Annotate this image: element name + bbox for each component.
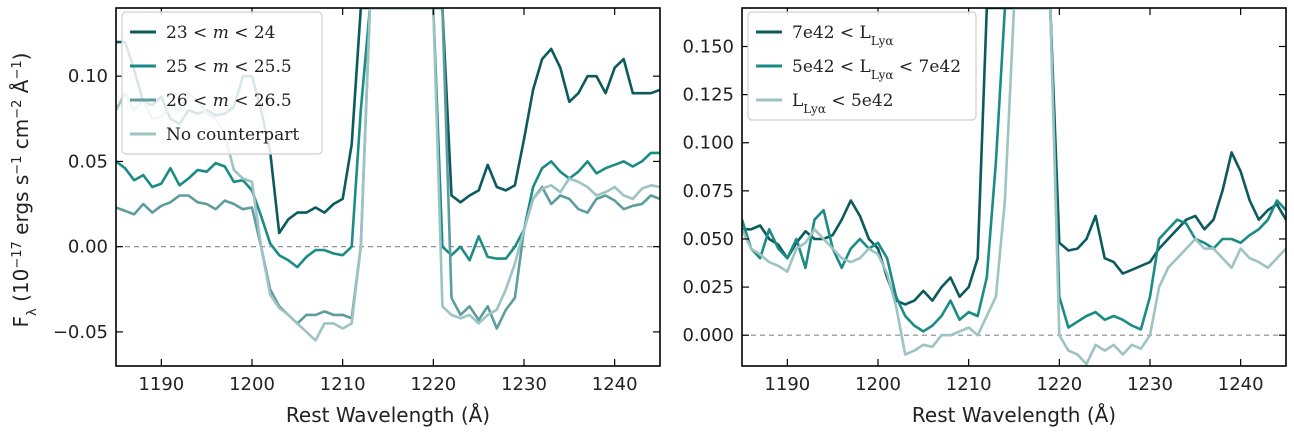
legend-entry: 26 < m < 26.5 xyxy=(166,91,292,111)
x-axis-label: Rest Wavelength (Å) xyxy=(286,403,490,427)
x-tick-label: 1240 xyxy=(1218,374,1264,395)
y-axis-label: Fλ (10−17 ergs s−1 cm−2 Å−1) xyxy=(9,53,40,328)
left-panel: 1190 1200 1210 1220 1230 1240 −0.05 0.00 0.05 0.1… xyxy=(53,7,661,427)
x-tick-label: 1190 xyxy=(138,374,184,395)
series-line-1 xyxy=(116,8,660,269)
legend xyxy=(747,11,977,121)
y-tick-label: 0.075 xyxy=(682,181,734,202)
legend-entry: LLyα < 5e42 xyxy=(792,91,894,116)
series-line-0 xyxy=(742,8,1286,306)
y-tick-label: 0.00 xyxy=(68,237,108,258)
legend-entry: 23 < m < 24 xyxy=(166,23,276,43)
x-tick-label: 1230 xyxy=(1127,374,1173,395)
x-tick-label: 1190 xyxy=(764,374,810,395)
y-tick-label: 0.025 xyxy=(682,277,734,298)
legend-entry: 5e42 < LLyα < 7e42 xyxy=(792,57,961,82)
y-tick-label: 0.05 xyxy=(68,151,108,172)
legend xyxy=(121,11,323,155)
right-panel: 1190 1200 1210 1220 1230 1240 0.000 0.025 0.050 0… xyxy=(682,7,1287,427)
x-axis-label: Rest Wavelength (Å) xyxy=(912,403,1116,427)
series-line-1 xyxy=(742,8,1286,333)
y-tick-label: 0.10 xyxy=(68,66,108,87)
x-tick-label: 1200 xyxy=(229,374,275,395)
x-tick-label: 1210 xyxy=(946,374,992,395)
x-tick-label: 1200 xyxy=(855,374,901,395)
y-tick-label: 0.100 xyxy=(682,133,734,154)
y-tick-label: 0.000 xyxy=(682,325,734,346)
y-tick-label: 0.050 xyxy=(682,229,734,250)
legend-entry: No counterpart xyxy=(166,125,299,145)
plot-frame xyxy=(115,7,661,367)
legend-entry: 7e42 < LLyα xyxy=(792,23,894,48)
y-tick-label: −0.05 xyxy=(53,322,108,343)
series-line-2 xyxy=(742,8,1286,366)
y-tick-label: 0.150 xyxy=(682,36,734,57)
legend-entry: 25 < m < 25.5 xyxy=(166,57,292,77)
x-tick-label: 1210 xyxy=(320,374,366,395)
x-tick-label: 1230 xyxy=(501,374,547,395)
ylabel-sub: λ xyxy=(25,308,40,316)
x-tick-label: 1220 xyxy=(410,374,456,395)
plot-frame xyxy=(741,7,1287,367)
x-tick-label: 1240 xyxy=(592,374,638,395)
x-tick-label: 1220 xyxy=(1036,374,1082,395)
y-tick-label: 0.125 xyxy=(682,85,734,106)
